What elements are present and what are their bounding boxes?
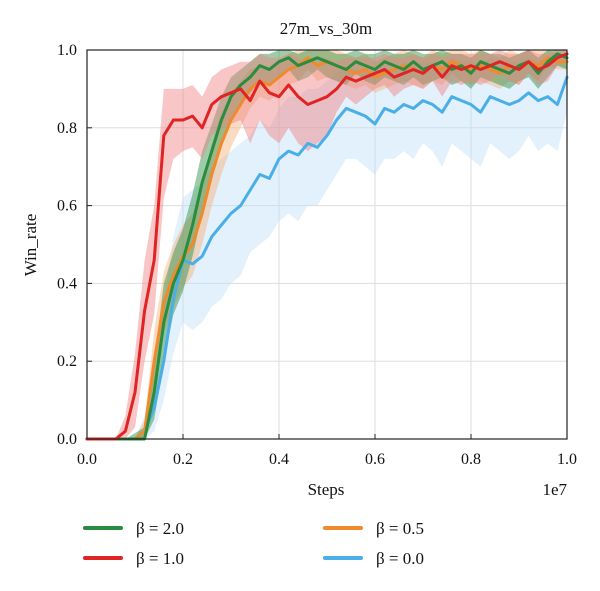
series-line-0 bbox=[85, 52, 569, 441]
x-axis-label: Steps bbox=[308, 480, 345, 499]
confidence-bands bbox=[87, 50, 567, 440]
y-tick-label: 0.8 bbox=[57, 120, 77, 137]
plot-frame bbox=[86, 49, 568, 440]
confidence-band-1 bbox=[87, 50, 567, 439]
y-tick-label: 0.4 bbox=[57, 275, 77, 292]
y-axis-label: Win_rate bbox=[21, 214, 40, 277]
grid bbox=[86, 49, 568, 440]
confidence-band-0 bbox=[87, 50, 567, 439]
x-tick-label: 0.2 bbox=[173, 451, 193, 468]
chart-title: 27m_vs_30m bbox=[280, 19, 373, 38]
x-tick-label: 0.6 bbox=[365, 451, 385, 468]
series-lines bbox=[85, 52, 569, 441]
series-line-3 bbox=[85, 75, 569, 441]
x-tick-label: 0.8 bbox=[461, 451, 481, 468]
legend: β = 2.0 β = 1.0 β = 0.5 β = 0.0 bbox=[83, 519, 424, 568]
y-tick-label: 0.2 bbox=[57, 353, 77, 370]
legend-label-2: β = 0.5 bbox=[376, 519, 424, 538]
y-tick-label: 0.0 bbox=[57, 431, 77, 448]
legend-label-3: β = 0.0 bbox=[376, 549, 424, 568]
confidence-band-3 bbox=[87, 53, 567, 440]
y-tick-label: 0.6 bbox=[57, 198, 77, 215]
legend-label-1: β = 1.0 bbox=[136, 549, 184, 568]
legend-label-0: β = 2.0 bbox=[136, 519, 184, 538]
y-axis-ticks: 0.0 0.2 0.4 0.6 0.8 1.0 bbox=[57, 42, 92, 448]
x-tick-label: 0.0 bbox=[77, 451, 97, 468]
confidence-band-2 bbox=[87, 50, 567, 439]
x-axis-multiplier: 1e7 bbox=[542, 480, 567, 499]
x-axis-ticks: 0.0 0.2 0.4 0.6 0.8 1.0 bbox=[77, 434, 577, 468]
series-line-1 bbox=[85, 52, 569, 441]
x-tick-label: 1.0 bbox=[557, 451, 577, 468]
y-tick-label: 1.0 bbox=[57, 42, 77, 59]
x-tick-label: 0.4 bbox=[269, 451, 289, 468]
